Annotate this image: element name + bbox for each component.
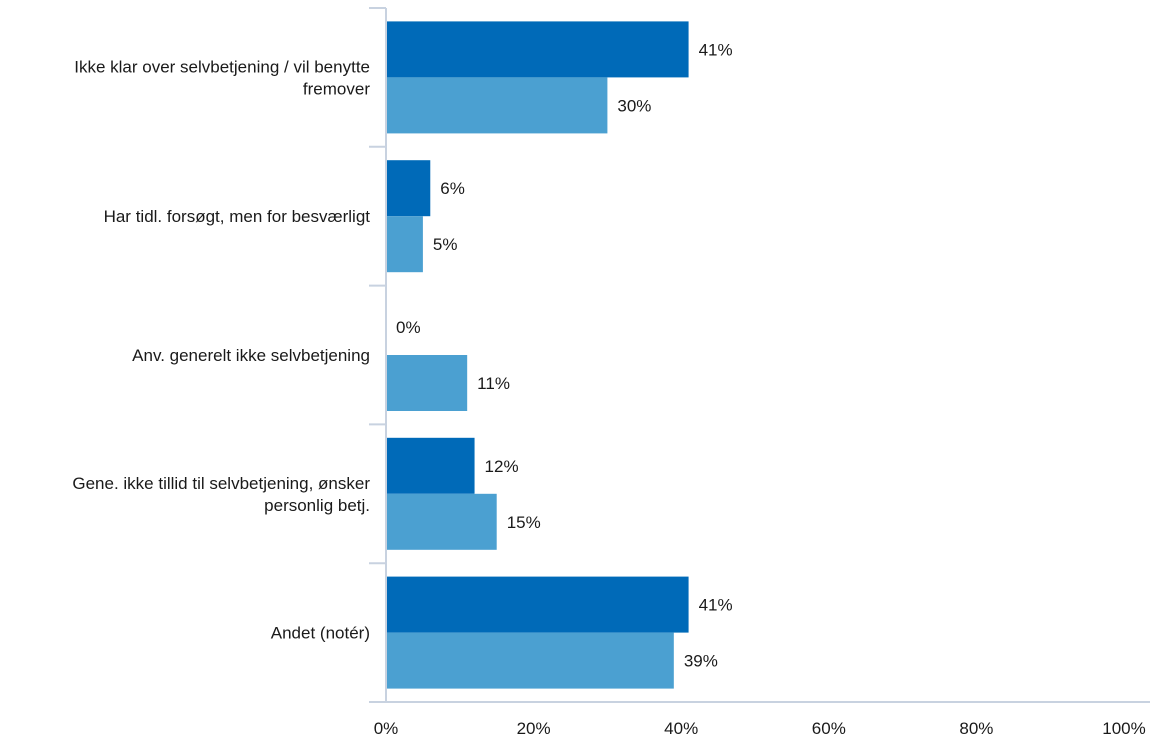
value-label-series-2-cat-5: 39%	[684, 652, 718, 671]
category-labels-layer: Ikke klar over selvbetjening / vil benyt…	[72, 57, 370, 642]
bar-series-1-cat-5	[386, 576, 689, 633]
category-label-4: Gene. ikke tillid til selvbetjening, øns…	[72, 474, 370, 515]
category-label-line: fremover	[303, 79, 370, 98]
bar-series-2-cat-1	[386, 77, 608, 134]
bar-series-2-cat-2	[386, 216, 423, 273]
bar-series-1-cat-4	[386, 437, 475, 494]
x-tick-label-80: 80%	[959, 719, 993, 738]
category-label-2: Har tidl. forsøgt, men for besværligt	[104, 207, 371, 226]
x-tick-label-0: 0%	[374, 719, 399, 738]
category-label-line: Har tidl. forsøgt, men for besværligt	[104, 207, 371, 226]
bar-series-2-cat-4	[386, 493, 497, 550]
value-label-series-2-cat-4: 15%	[507, 513, 541, 532]
x-tick-label-100: 100%	[1102, 719, 1145, 738]
value-label-series-1-cat-2: 6%	[440, 179, 465, 198]
bar-series-1-cat-2	[386, 160, 431, 217]
value-label-series-2-cat-2: 5%	[433, 235, 458, 254]
bar-series-2-cat-3	[386, 355, 468, 411]
bars-layer	[386, 21, 689, 689]
category-label-3: Anv. generelt ikke selvbetjening	[132, 346, 370, 365]
x-tick-label-20: 20%	[517, 719, 551, 738]
category-label-1: Ikke klar over selvbetjening / vil benyt…	[74, 57, 370, 98]
category-label-line: Andet (notér)	[271, 624, 370, 643]
value-label-series-1-cat-1: 41%	[699, 40, 733, 59]
category-label-line: Ikke klar over selvbetjening / vil benyt…	[74, 57, 370, 76]
bar-series-2-cat-5	[386, 632, 674, 689]
x-tick-label-40: 40%	[664, 719, 698, 738]
value-label-series-1-cat-3: 0%	[396, 318, 421, 337]
value-label-series-1-cat-5: 41%	[699, 596, 733, 615]
value-label-series-2-cat-1: 30%	[617, 96, 651, 115]
value-label-series-2-cat-3: 11%	[477, 374, 510, 393]
x-tick-label-60: 60%	[812, 719, 846, 738]
category-label-5: Andet (notér)	[271, 624, 370, 643]
category-label-line: personlig betj.	[264, 496, 370, 515]
category-label-line: Gene. ikke tillid til selvbetjening, øns…	[72, 474, 370, 493]
category-label-line: Anv. generelt ikke selvbetjening	[132, 346, 370, 365]
value-label-series-1-cat-4: 12%	[485, 457, 519, 476]
value-labels-layer: 41% 30% 6% 5% 0% 11% 12% 15% 41% 39%	[396, 40, 733, 670]
bar-series-1-cat-1	[386, 21, 689, 78]
axes-layer: 0% 20% 40% 60% 80% 100%	[369, 7, 1150, 738]
